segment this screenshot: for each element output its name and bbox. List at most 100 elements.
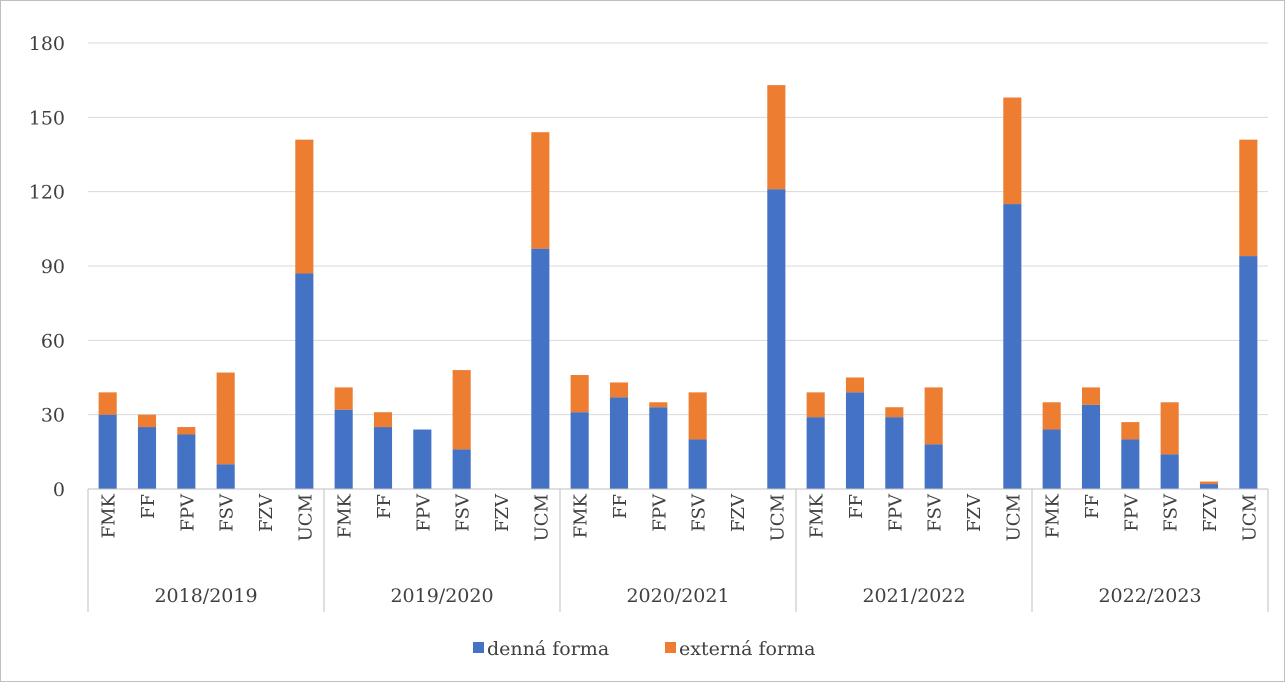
x-category-label: FPV — [885, 493, 906, 532]
bar-denna-fmk — [1042, 429, 1061, 489]
bar-denna-fzv — [1199, 484, 1219, 489]
x-category-label: FSV — [689, 493, 710, 532]
bar-denna-fsv — [452, 449, 471, 489]
bar-denna-fpv — [177, 434, 196, 489]
bar-externa-fpv — [1121, 422, 1140, 440]
bar-denna-ucm — [1239, 256, 1258, 489]
x-group-label: 2019/2020 — [390, 585, 493, 607]
x-category-label: FF — [138, 494, 159, 519]
bar-denna-fmk — [570, 412, 589, 489]
bar-denna-fmk — [334, 409, 353, 489]
bar-externa-fsv — [924, 387, 943, 445]
x-category-label: FMK — [1043, 493, 1064, 538]
bar-denna-ff — [609, 397, 629, 489]
x-category-label: FMK — [335, 493, 356, 538]
bar-externa-fsv — [216, 372, 235, 465]
bar-denna-fsv — [1160, 454, 1179, 489]
bar-denna-fsv — [688, 439, 707, 489]
x-group-label: 2020/2021 — [626, 585, 729, 607]
gridlines — [88, 42, 1268, 490]
bar-externa-ff — [373, 412, 393, 428]
y-tick-label: 150 — [29, 107, 65, 129]
x-category-label: UCM — [767, 494, 788, 541]
x-category-label: UCM — [295, 494, 316, 541]
y-tick-label: 30 — [41, 405, 65, 427]
x-category-label: FZV — [728, 493, 749, 532]
x-category-label: FF — [374, 494, 395, 519]
x-category-label: FPV — [649, 493, 670, 532]
x-category-label: FSV — [217, 493, 238, 532]
bar-denna-fpv — [1121, 439, 1140, 489]
bar-denna-fpv — [885, 417, 904, 489]
bar-denna-ucm — [531, 248, 550, 489]
bar-denna-fsv — [216, 464, 235, 489]
bar-denna-fpv — [413, 429, 432, 489]
x-axis: FMK FF FPV FSV FZV UCM FMK FF FPV FSV FZV UCM FMK FF F… — [87, 488, 1269, 612]
bar-denna-ucm — [767, 189, 786, 489]
bar-denna-fpv — [649, 407, 668, 489]
y-tick-label: 120 — [29, 182, 65, 204]
x-category-label: FMK — [99, 493, 120, 538]
x-category-label: FF — [610, 494, 631, 519]
bar-denna-fmk — [98, 414, 117, 489]
legend-label: denná forma — [487, 638, 609, 660]
legend-label: externá forma — [679, 638, 815, 660]
bar-externa-ff — [137, 414, 157, 428]
bar-externa-ff — [845, 377, 865, 393]
x-category-label: UCM — [1239, 494, 1260, 541]
x-group-label: 2021/2022 — [862, 585, 965, 607]
x-category-label: FF — [846, 494, 867, 519]
bar-externa-fmk — [806, 392, 825, 418]
x-category-label: FSV — [453, 493, 474, 532]
bar-externa-fsv — [1160, 402, 1179, 455]
bar-externa-fsv — [452, 370, 471, 450]
bar-denna-ff — [845, 392, 865, 489]
y-axis-ticks: 0 30 60 90 120 150 180 — [29, 33, 65, 501]
bar-externa-fmk — [570, 375, 589, 413]
x-category-label: FPV — [1121, 493, 1142, 532]
bar-denna-fsv — [924, 444, 943, 489]
x-category-label: FZV — [1200, 493, 1221, 532]
bar-externa-ucm — [1003, 97, 1022, 205]
x-category-label: FSV — [925, 493, 946, 532]
bar-externa-fpv — [885, 407, 904, 418]
bar-externa-fmk — [98, 392, 117, 415]
y-tick-label: 180 — [29, 33, 65, 55]
bar-denna-ucm — [1003, 204, 1022, 490]
x-group-label: 2022/2023 — [1098, 585, 1201, 607]
x-category-label: FZV — [492, 493, 513, 532]
bar-denna-fmk — [806, 417, 825, 489]
bar-externa-fzv — [1199, 481, 1219, 485]
x-category-label: FPV — [413, 493, 434, 532]
bar-denna-ff — [373, 427, 393, 489]
x-category-label: FF — [1082, 494, 1103, 519]
bar-externa-fpv — [649, 402, 668, 408]
x-category-label: FMK — [571, 493, 592, 538]
bar-denna-ff — [1081, 404, 1101, 489]
bar-denna-ff — [137, 427, 157, 489]
legend-swatch — [665, 642, 676, 653]
y-tick-label: 0 — [53, 479, 65, 501]
bar-externa-ff — [609, 382, 629, 398]
bar-externa-ucm — [295, 139, 314, 274]
legend-swatch — [473, 642, 484, 653]
bar-externa-ucm — [1239, 139, 1258, 257]
bar-externa-ff — [1081, 387, 1101, 405]
bar-externa-ucm — [767, 85, 786, 190]
bar-externa-fsv — [688, 392, 707, 440]
x-category-label: UCM — [531, 494, 552, 541]
bar-denna-ucm — [295, 273, 314, 489]
y-tick-label: 60 — [41, 330, 65, 352]
x-group-label: 2018/2019 — [154, 585, 257, 607]
bar-externa-fmk — [334, 387, 353, 410]
y-tick-label: 90 — [41, 256, 65, 278]
x-category-label: FZV — [256, 493, 277, 532]
legend: denná forma externá forma — [473, 638, 815, 660]
x-category-label: UCM — [1003, 494, 1024, 541]
bar-externa-fmk — [1042, 402, 1061, 430]
x-category-label: FSV — [1161, 493, 1182, 532]
bar-externa-ucm — [531, 132, 550, 249]
bar-externa-fpv — [177, 427, 196, 435]
